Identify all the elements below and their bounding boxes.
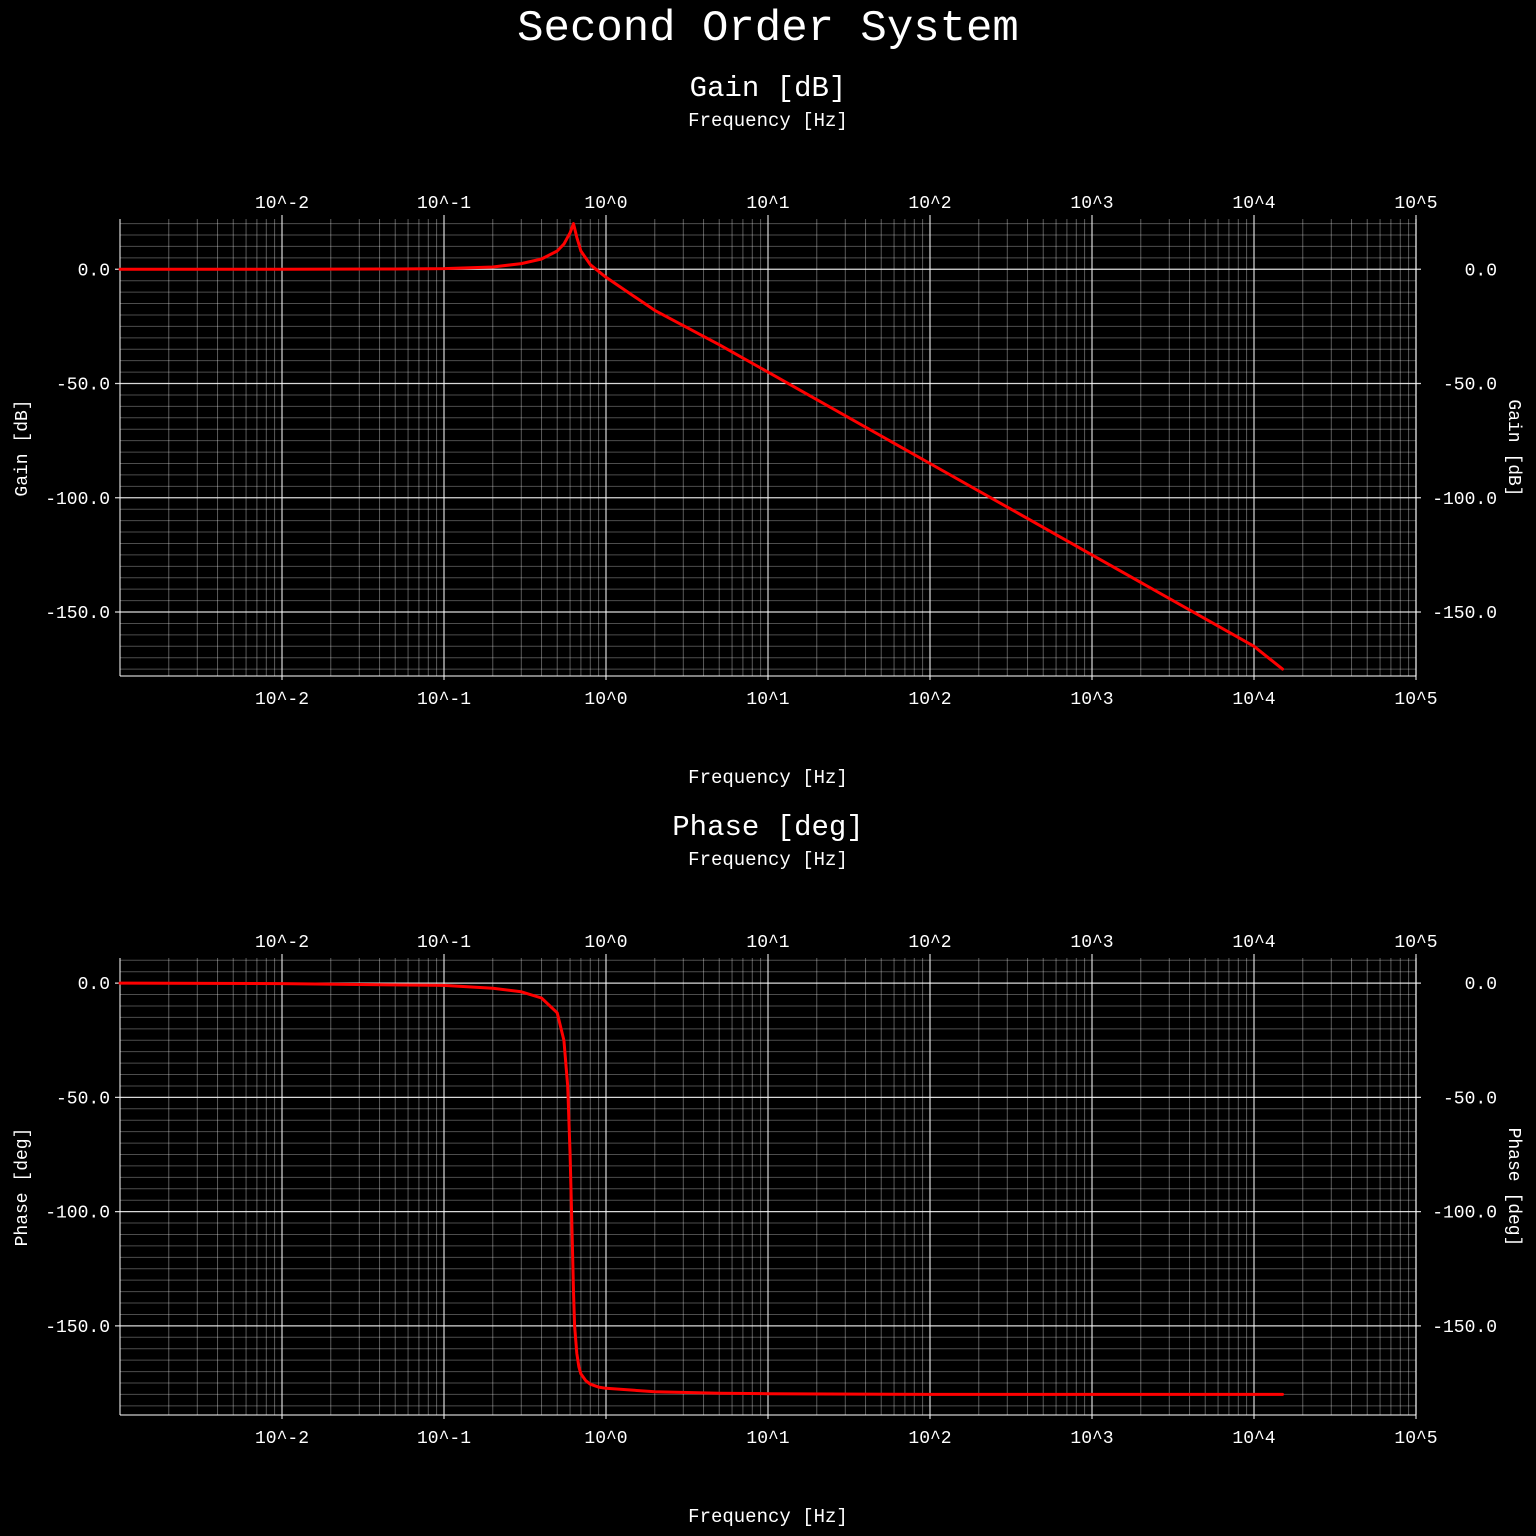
phase-ytick-label-left: 0.0 xyxy=(78,975,110,995)
phase-xtick-label-bottom: 10^0 xyxy=(584,1429,627,1449)
gain-y-label-left: Gain [dB] xyxy=(13,399,33,496)
phase-xtick-label-top: 10^0 xyxy=(584,933,627,953)
gain-xtick-label-bottom: 10^1 xyxy=(746,690,789,710)
gain-ytick-label-left: -150.0 xyxy=(45,604,110,624)
phase-xtick-label-top: 10^3 xyxy=(1070,933,1113,953)
phase-xtick-label-top: 10^2 xyxy=(908,933,951,953)
gain-xtick-label-top: 10^1 xyxy=(746,194,789,214)
chart-title: Second Order System xyxy=(517,4,1019,54)
phase-y-label-right: Phase [deg] xyxy=(1503,1128,1523,1247)
phase-ytick-label-left: -150.0 xyxy=(45,1318,110,1338)
phase-xtick-label-bottom: 10^-1 xyxy=(417,1429,471,1449)
gain-xtick-label-bottom: 10^0 xyxy=(584,690,627,710)
phase-x-label-bottom: Frequency [Hz] xyxy=(688,1506,848,1528)
gain-ytick-label-right: 0.0 xyxy=(1465,261,1497,281)
gain-xtick-label-bottom: 10^4 xyxy=(1232,690,1275,710)
gain-xtick-label-bottom: 10^-2 xyxy=(255,690,309,710)
gain-ytick-label-left: -50.0 xyxy=(56,376,110,396)
gain-xtick-label-top: 10^2 xyxy=(908,194,951,214)
gain-xtick-label-top: 10^-1 xyxy=(417,194,471,214)
gain-xtick-label-top: 10^-2 xyxy=(255,194,309,214)
phase-ytick-label-left: -100.0 xyxy=(45,1204,110,1224)
gain-grid xyxy=(115,215,1421,680)
phase-xtick-label-top: 10^-1 xyxy=(417,933,471,953)
gain-xtick-label-top: 10^0 xyxy=(584,194,627,214)
gain-x-label-bottom: Frequency [Hz] xyxy=(688,767,848,789)
phase-xtick-label-bottom: 10^2 xyxy=(908,1429,951,1449)
gain-xtick-label-bottom: 10^3 xyxy=(1070,690,1113,710)
phase-xtick-label-top: 10^1 xyxy=(746,933,789,953)
gain-ytick-label-right: -50.0 xyxy=(1443,376,1497,396)
gain-xtick-label-top: 10^3 xyxy=(1070,194,1113,214)
gain-xtick-label-bottom: 10^5 xyxy=(1394,690,1437,710)
phase-xtick-label-top: 10^4 xyxy=(1232,933,1275,953)
phase-ytick-label-left: -50.0 xyxy=(56,1089,110,1109)
phase-x-label-top: Frequency [Hz] xyxy=(688,849,848,871)
phase-ytick-label-right: -100.0 xyxy=(1432,1204,1497,1224)
phase-ytick-label-right: -150.0 xyxy=(1432,1318,1497,1338)
gain-xtick-label-bottom: 10^2 xyxy=(908,690,951,710)
gain-series-line-0 xyxy=(118,222,1284,671)
phase-xtick-label-bottom: 10^5 xyxy=(1394,1429,1437,1449)
gain-ytick-label-left: 0.0 xyxy=(78,261,110,281)
phase-ytick-label-right: -50.0 xyxy=(1443,1089,1497,1109)
phase-xtick-label-top: 10^-2 xyxy=(255,933,309,953)
gain-xtick-label-bottom: 10^-1 xyxy=(417,690,471,710)
phase-y-label-left: Phase [deg] xyxy=(13,1128,33,1247)
gain-x-label-top: Frequency [Hz] xyxy=(688,110,848,132)
gain-plot-title: Gain [dB] xyxy=(689,72,847,105)
phase-xtick-label-bottom: 10^3 xyxy=(1070,1429,1113,1449)
phase-plot-title: Phase [deg] xyxy=(672,811,864,844)
phase-series-line-0 xyxy=(118,981,1284,1396)
gain-ytick-label-right: -100.0 xyxy=(1432,490,1497,510)
gain-y-label-right: Gain [dB] xyxy=(1503,399,1523,496)
gain-xtick-label-top: 10^4 xyxy=(1232,194,1275,214)
phase-xtick-label-bottom: 10^1 xyxy=(746,1429,789,1449)
gain-xtick-label-top: 10^5 xyxy=(1394,194,1437,214)
gain-ytick-label-right: -150.0 xyxy=(1432,604,1497,624)
phase-xtick-label-bottom: 10^-2 xyxy=(255,1429,309,1449)
phase-ytick-label-right: 0.0 xyxy=(1465,975,1497,995)
phase-xtick-label-top: 10^5 xyxy=(1394,933,1437,953)
gain-ytick-label-left: -100.0 xyxy=(45,490,110,510)
phase-xtick-label-bottom: 10^4 xyxy=(1232,1429,1275,1449)
phase-grid xyxy=(115,954,1421,1419)
